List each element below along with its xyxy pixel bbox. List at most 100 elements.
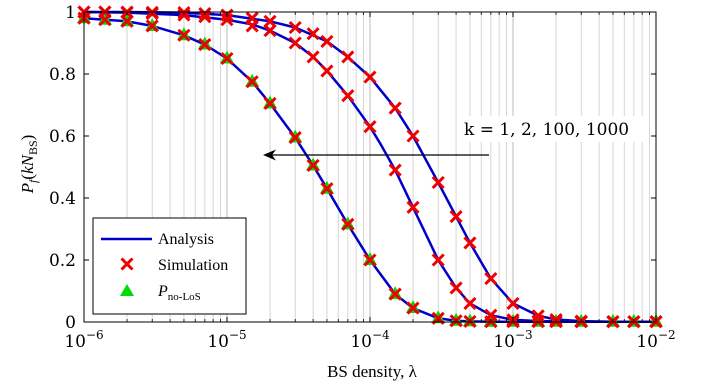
simulation-x-point bbox=[388, 287, 402, 301]
simulation-x-point bbox=[288, 130, 302, 145]
simulation-x-stroke bbox=[245, 11, 259, 25]
simulation-x-stroke bbox=[531, 309, 545, 323]
simulation-x-point bbox=[320, 34, 334, 49]
simulation-x-point bbox=[306, 27, 320, 41]
legend-no-los-marker bbox=[120, 284, 134, 296]
simulation-x-point bbox=[220, 13, 234, 27]
simulation-x-point bbox=[320, 182, 334, 196]
simulation-x-stroke bbox=[341, 89, 355, 103]
simulation-x-point bbox=[484, 272, 498, 286]
simulation-x-point bbox=[484, 308, 498, 322]
simulation-x-point bbox=[177, 8, 191, 22]
simulation-x-stroke bbox=[145, 19, 159, 33]
x-tick-label: 10−4 bbox=[350, 328, 390, 352]
simulation-x-stroke bbox=[220, 13, 234, 27]
simulation-x-stroke bbox=[406, 301, 420, 315]
simulation-x-point bbox=[363, 120, 377, 134]
legend-analysis-label: Analysis bbox=[158, 231, 214, 248]
simulation-x-point bbox=[198, 37, 212, 52]
simulation-x-stroke bbox=[198, 10, 212, 24]
simulation-x-stroke bbox=[341, 217, 355, 231]
simulation-x-stroke bbox=[431, 253, 445, 267]
y-tick-label: 0.2 bbox=[49, 251, 76, 271]
simulation-x-point bbox=[388, 101, 402, 115]
simulation-x-point bbox=[363, 253, 377, 267]
simulation-x-point bbox=[449, 210, 463, 224]
simulation-x-point bbox=[406, 129, 420, 143]
simulation-x-stroke bbox=[431, 175, 445, 190]
simulation-x-point bbox=[263, 14, 277, 28]
simulation-x-stroke bbox=[306, 50, 320, 64]
simulation-x-stroke bbox=[288, 130, 302, 145]
simulation-x-point bbox=[288, 36, 302, 50]
simulation-x-stroke bbox=[463, 296, 477, 310]
simulation-x-point bbox=[388, 163, 402, 177]
simulation-x-stroke bbox=[220, 51, 234, 66]
y-tick-label: 0.6 bbox=[49, 127, 76, 147]
legend-simulation-label: Simulation bbox=[158, 257, 228, 274]
y-tick-label: 0.8 bbox=[49, 65, 76, 85]
grid-lines bbox=[126, 12, 650, 322]
simulation-x-point bbox=[341, 89, 355, 103]
simulation-x-point bbox=[341, 217, 355, 231]
x-tick-label: 10−6 bbox=[64, 328, 103, 352]
x-axis-label: BS density, λ bbox=[327, 362, 418, 381]
simulation-x-point bbox=[363, 70, 377, 84]
x-tick-label: 10−3 bbox=[493, 328, 532, 352]
simulation-x-stroke bbox=[320, 182, 334, 196]
simulation-x-point bbox=[431, 175, 445, 190]
simulation-x-point bbox=[306, 50, 320, 64]
simulation-x-stroke bbox=[484, 308, 498, 322]
simulation-x-stroke bbox=[245, 75, 259, 89]
annotation-label: k = 1, 2, 100, 1000 bbox=[464, 120, 629, 140]
y-tick-label: 0.4 bbox=[49, 189, 76, 209]
simulation-x-stroke bbox=[177, 8, 191, 22]
simulation-x-point bbox=[198, 10, 212, 24]
y-axis-label: Pf(kNBS) bbox=[18, 135, 40, 195]
simulation-x-stroke bbox=[288, 20, 302, 35]
simulation-x-point bbox=[263, 96, 277, 111]
simulation-x-stroke bbox=[306, 27, 320, 41]
simulation-x-stroke bbox=[363, 253, 377, 267]
simulation-x-point bbox=[463, 296, 477, 310]
simulation-x-point bbox=[306, 158, 320, 173]
simulation-x-point bbox=[177, 28, 191, 42]
legend: Analysis Simulation Pno-LoS bbox=[92, 217, 247, 315]
y-tick-label: 0 bbox=[65, 313, 76, 333]
simulation-x-point bbox=[531, 309, 545, 323]
legend-simulation-marker bbox=[120, 257, 134, 271]
simulation-x-stroke bbox=[288, 36, 302, 50]
simulation-x-stroke bbox=[388, 163, 402, 177]
simulation-x-point bbox=[506, 296, 520, 310]
simulation-x-stroke bbox=[363, 70, 377, 84]
simulation-x-point bbox=[245, 11, 259, 25]
annotation-arrow bbox=[263, 149, 489, 161]
simulation-x-stroke bbox=[263, 14, 277, 28]
simulation-x-stroke bbox=[198, 37, 212, 52]
simulation-x-stroke bbox=[263, 96, 277, 111]
simulation-x-stroke bbox=[388, 287, 402, 301]
simulation-x-point bbox=[431, 253, 445, 267]
simulation-x-stroke bbox=[506, 296, 520, 310]
simulation-x-stroke bbox=[484, 272, 498, 286]
simulation-x-point bbox=[145, 19, 159, 33]
simulation-x-stroke bbox=[363, 120, 377, 134]
simulation-x-point bbox=[288, 20, 302, 35]
simulation-x-point bbox=[449, 281, 463, 295]
simulation-x-stroke bbox=[320, 64, 334, 78]
simulation-x-stroke bbox=[341, 50, 355, 64]
x-tick-label: 10−2 bbox=[636, 328, 675, 352]
axis-ticks: 10−6 10−5 10−4 10−3 10−2 0 0.2 0.4 0.6 0.8 1 bbox=[49, 3, 676, 352]
simulation-x-stroke bbox=[463, 236, 477, 250]
simulation-x-point bbox=[220, 51, 234, 66]
x-tick-label: 10−5 bbox=[207, 328, 246, 352]
legend-no-los-label: Pno-LoS bbox=[157, 283, 201, 303]
y-tick-label: 1 bbox=[65, 3, 76, 23]
simulation-x-point bbox=[406, 200, 420, 214]
simulation-x-point bbox=[245, 75, 259, 89]
simulation-x-stroke bbox=[320, 34, 334, 49]
simulation-x-point bbox=[463, 236, 477, 250]
simulation-x-stroke bbox=[306, 158, 320, 173]
simulation-x-stroke bbox=[449, 210, 463, 224]
simulation-x-stroke bbox=[449, 281, 463, 295]
